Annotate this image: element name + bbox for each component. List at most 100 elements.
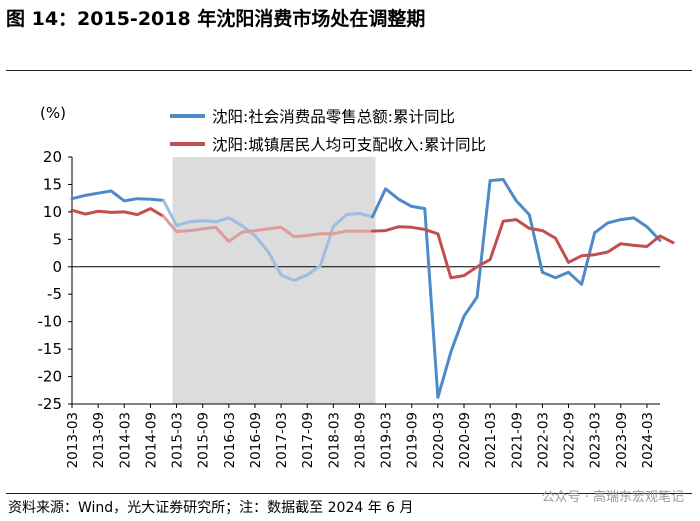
series-2-point	[398, 226, 399, 227]
series-1-point	[137, 198, 138, 199]
footer-divider	[6, 493, 692, 494]
series-2-point	[372, 231, 373, 232]
y-tick-label: 15	[43, 175, 62, 193]
series-1-point	[163, 200, 164, 201]
y-tick-label: -5	[47, 285, 62, 303]
series-1-point	[450, 351, 451, 352]
series-2-point	[228, 241, 229, 242]
series-2-point	[215, 227, 216, 228]
series-1-point	[424, 208, 425, 209]
series-2-point	[411, 227, 412, 228]
series-1-point	[333, 226, 334, 227]
series-1-point	[176, 225, 177, 226]
series-2-point	[241, 232, 242, 233]
y-axis-unit-label: (%)	[40, 104, 66, 122]
series-2-point	[594, 254, 595, 255]
x-tick-label: 2016-09	[248, 412, 264, 468]
y-tick-label: -10	[38, 313, 63, 331]
series-1-point	[398, 199, 399, 200]
series-1-point	[294, 280, 295, 281]
series-2-point	[71, 210, 72, 211]
series-1-point	[620, 219, 621, 220]
series-1-point	[437, 397, 438, 398]
series-2-point	[659, 235, 660, 236]
x-tick-label: 2022-09	[562, 412, 578, 468]
series-1-point	[607, 222, 608, 223]
series-1-point	[71, 198, 72, 199]
series-2-point	[124, 211, 125, 212]
x-tick-label: 2024-03	[640, 412, 656, 468]
series-1-point	[202, 220, 203, 221]
figure-title: 图 14：2015-2018 年沈阳消费市场处在调整期	[6, 8, 426, 30]
series-2-point	[267, 228, 268, 229]
series-2-point	[359, 231, 360, 232]
series-2-point	[490, 259, 491, 260]
series-1-point	[463, 316, 464, 317]
series-1-point	[594, 232, 595, 233]
series-1-point	[659, 240, 660, 241]
x-tick-label: 2020-09	[457, 412, 473, 468]
y-tick-label: -20	[38, 368, 63, 386]
x-tick-label: 2018-03	[326, 412, 342, 468]
y-tick-label: -25	[38, 395, 63, 413]
series-2-point	[307, 235, 308, 236]
series-1-point	[633, 217, 634, 218]
series-2-point	[320, 233, 321, 234]
series-2-point	[85, 214, 86, 215]
series-1-point	[581, 284, 582, 285]
source-note: 资料来源：Wind，光大证券研究所；注：数据截至 2024 年 6 月	[8, 500, 414, 516]
series-1-point	[490, 180, 491, 181]
x-tick-label: 2015-09	[196, 412, 212, 468]
series-2-point	[294, 236, 295, 237]
x-tick-label: 2014-03	[117, 412, 133, 468]
y-tick-label: 5	[52, 230, 62, 248]
series-2-point	[437, 233, 438, 234]
adjustment-period-shading	[172, 157, 376, 404]
watermark-text: 公众号 · 高瑞东宏观笔记	[541, 490, 684, 505]
x-tick-label: 2016-03	[222, 412, 238, 468]
x-tick-label: 2021-03	[483, 412, 499, 468]
x-tick-label: 2020-03	[431, 412, 447, 468]
series-2-point	[477, 266, 478, 267]
y-tick-label: -15	[38, 340, 63, 358]
series-line-1	[371, 178, 662, 399]
series-1-point	[503, 179, 504, 180]
series-1-point	[477, 296, 478, 297]
series-2-point	[620, 243, 621, 244]
x-tick-label: 2019-03	[379, 412, 395, 468]
series-2-point	[581, 255, 582, 256]
series-2-point	[607, 251, 608, 252]
series-1-point	[124, 200, 125, 201]
series-line-2	[371, 218, 675, 280]
series-1-point	[85, 195, 86, 196]
x-tick-label: 2023-09	[614, 412, 630, 468]
series-1-point	[529, 214, 530, 215]
series-2-point	[346, 231, 347, 232]
series-1-point	[359, 213, 360, 214]
series-1-point	[555, 277, 556, 278]
series-2-point	[463, 275, 464, 276]
series-1-point	[228, 217, 229, 218]
series-2-point	[281, 227, 282, 228]
series-line-1	[70, 189, 165, 203]
series-2-point	[568, 262, 569, 263]
y-tick-label: 10	[43, 203, 62, 221]
series-1-point	[411, 206, 412, 207]
series-2-point	[254, 230, 255, 231]
series-1-point	[320, 265, 321, 266]
series-1-point	[372, 216, 373, 217]
x-tick-label: 2023-03	[588, 412, 604, 468]
series-2-point	[137, 214, 138, 215]
series-1-point	[267, 251, 268, 252]
x-tick-label: 2014-09	[143, 412, 159, 468]
legend-label: 沈阳:社会消费品零售总额:累计同比	[212, 108, 455, 126]
series-1-point	[111, 190, 112, 191]
series-2-point	[163, 216, 164, 217]
series-2-point	[176, 231, 177, 232]
x-tick-label: 2022-03	[535, 412, 551, 468]
legend-label: 沈阳:城镇居民人均可支配收入:累计同比	[212, 136, 486, 154]
series-2-point	[516, 219, 517, 220]
x-tick-label: 2019-09	[405, 412, 421, 468]
x-tick-label: 2015-03	[170, 412, 186, 468]
